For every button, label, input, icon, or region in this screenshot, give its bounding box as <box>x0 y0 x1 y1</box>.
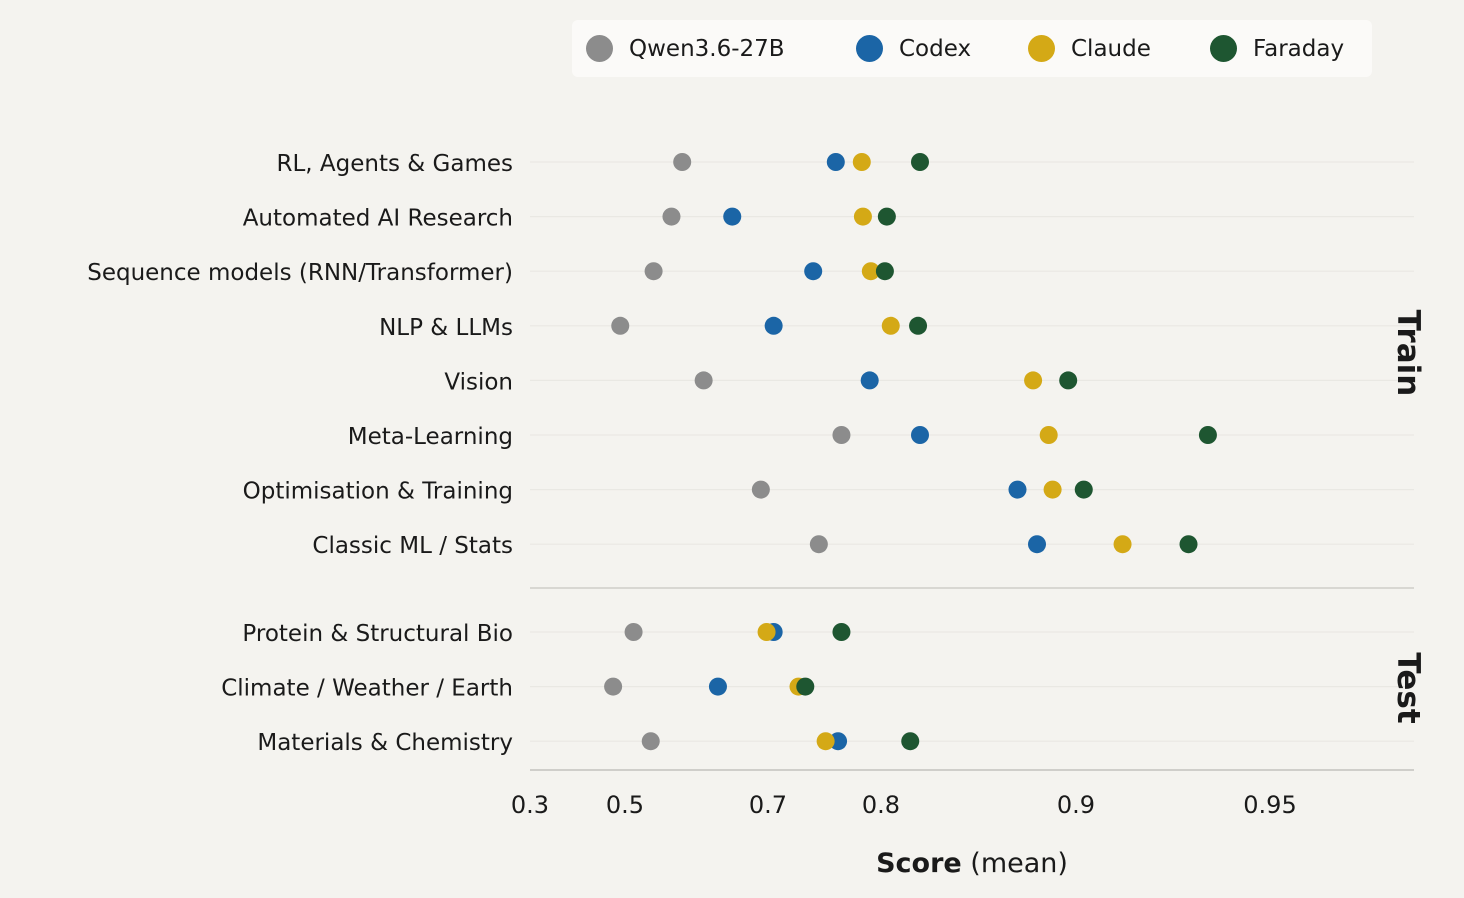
category-label-optimisation-training: Optimisation & Training <box>243 479 513 505</box>
point-faraday-climate-weather-earth <box>796 677 815 696</box>
point-claude-meta-learning <box>1039 426 1058 444</box>
category-label-sequence-models-rnn-transformer: Sequence models (RNN/Transformer) <box>87 260 513 286</box>
point-codex-materials-chemistry <box>829 732 848 751</box>
point-qwen3-6-27b-sequence-models-rnn-transformer <box>644 262 663 281</box>
category-label-climate-weather-earth: Climate / Weather / Earth <box>221 676 513 702</box>
point-qwen3-6-27b-rl-agents-games <box>673 153 692 171</box>
point-faraday-sequence-models-rnn-transformer <box>875 262 894 281</box>
point-codex-climate-weather-earth <box>708 677 727 696</box>
category-label-meta-learning: Meta-Learning <box>348 424 513 450</box>
point-codex-meta-learning <box>911 426 929 444</box>
category-label-protein-structural-bio: Protein & Structural Bio <box>242 621 513 647</box>
category-label-materials-chemistry: Materials & Chemistry <box>257 730 513 756</box>
point-qwen3-6-27b-optimisation-training <box>751 480 770 499</box>
point-qwen3-6-27b-meta-learning <box>832 426 851 444</box>
grid-lines <box>530 161 1414 771</box>
point-faraday-automated-ai-research <box>877 207 896 226</box>
legend-label-claude: Claude <box>1071 35 1151 62</box>
point-faraday-meta-learning <box>1198 426 1217 444</box>
point-qwen3-6-27b-vision <box>694 371 713 390</box>
point-codex-rl-agents-games <box>826 153 845 171</box>
point-claude-nlp-llms <box>881 316 900 335</box>
legend: Qwen3.6-27B Codex Claude Faraday <box>572 20 1372 77</box>
category-labels: RL, Agents & Games Automated AI Research S… <box>87 151 513 756</box>
x-axis-label: Score (mean) <box>876 848 1068 879</box>
legend-label-codex: Codex <box>899 35 972 62</box>
point-qwen3-6-27b-classic-ml-stats <box>809 535 828 554</box>
point-claude-protein-structural-bio <box>757 623 776 641</box>
x-tick-labels: 0.3 0.5 0.7 0.8 0.9 0.95 <box>511 791 1297 819</box>
point-claude-automated-ai-research <box>853 207 872 226</box>
x-axis-label-suffix: (mean) <box>962 848 1068 879</box>
point-qwen3-6-27b-protein-structural-bio <box>624 623 643 641</box>
x-tick-label: 0.3 <box>511 791 549 819</box>
point-codex-optimisation-training <box>1008 480 1027 499</box>
category-label-vision: Vision <box>444 369 513 395</box>
point-qwen3-6-27b-nlp-llms <box>611 316 630 335</box>
x-tick-label: 0.5 <box>606 791 644 819</box>
point-faraday-nlp-llms <box>909 316 928 335</box>
category-label-classic-ml-stats: Classic ML / Stats <box>312 533 513 559</box>
point-faraday-optimisation-training <box>1074 480 1093 499</box>
point-faraday-protein-structural-bio <box>832 623 851 641</box>
point-codex-classic-ml-stats <box>1028 535 1046 554</box>
x-tick-label: 0.9 <box>1057 791 1095 819</box>
x-tick-label: 0.8 <box>862 791 900 819</box>
point-codex-nlp-llms <box>764 316 783 335</box>
point-claude-rl-agents-games <box>852 153 871 171</box>
point-faraday-rl-agents-games <box>911 153 929 171</box>
point-faraday-classic-ml-stats <box>1179 535 1198 554</box>
legend-dot-icon <box>586 35 613 62</box>
legend-label-qwen: Qwen3.6-27B <box>629 35 785 62</box>
point-claude-vision <box>1024 371 1043 390</box>
point-codex-sequence-models-rnn-transformer <box>804 262 823 281</box>
legend-item-qwen: Qwen3.6-27B <box>586 20 785 77</box>
legend-label-faraday: Faraday <box>1253 35 1345 62</box>
facet-labels: Train Test <box>1390 310 1426 724</box>
x-tick-label: 0.95 <box>1243 791 1296 819</box>
legend-item-codex: Codex <box>856 20 971 77</box>
category-label-nlp-llms: NLP & LLMs <box>379 315 513 341</box>
point-qwen3-6-27b-automated-ai-research <box>662 207 681 226</box>
point-qwen3-6-27b-materials-chemistry <box>641 732 660 751</box>
legend-dot-icon <box>1028 35 1055 62</box>
legend-item-claude: Claude <box>1028 20 1151 77</box>
point-codex-vision <box>860 371 879 390</box>
point-qwen3-6-27b-climate-weather-earth <box>604 677 623 696</box>
legend-dot-icon <box>856 35 883 62</box>
legend-item-faraday: Faraday <box>1210 20 1344 77</box>
point-faraday-materials-chemistry <box>901 732 920 751</box>
category-label-automated-ai-research: Automated AI Research <box>243 206 513 232</box>
point-codex-automated-ai-research <box>723 207 742 226</box>
category-label-rl-agents-games: RL, Agents & Games <box>277 151 514 177</box>
x-tick-label: 0.7 <box>749 791 787 819</box>
point-faraday-vision <box>1059 371 1078 390</box>
legend-dot-icon <box>1210 35 1237 62</box>
point-claude-materials-chemistry <box>816 732 835 751</box>
point-claude-sequence-models-rnn-transformer <box>861 262 880 281</box>
facet-label-test: Test <box>1390 652 1426 724</box>
data-points <box>604 153 1217 751</box>
point-claude-classic-ml-stats <box>1113 535 1132 554</box>
facet-label-train: Train <box>1390 310 1426 397</box>
x-axis-label-main: Score <box>876 848 962 879</box>
point-claude-optimisation-training <box>1043 480 1062 499</box>
